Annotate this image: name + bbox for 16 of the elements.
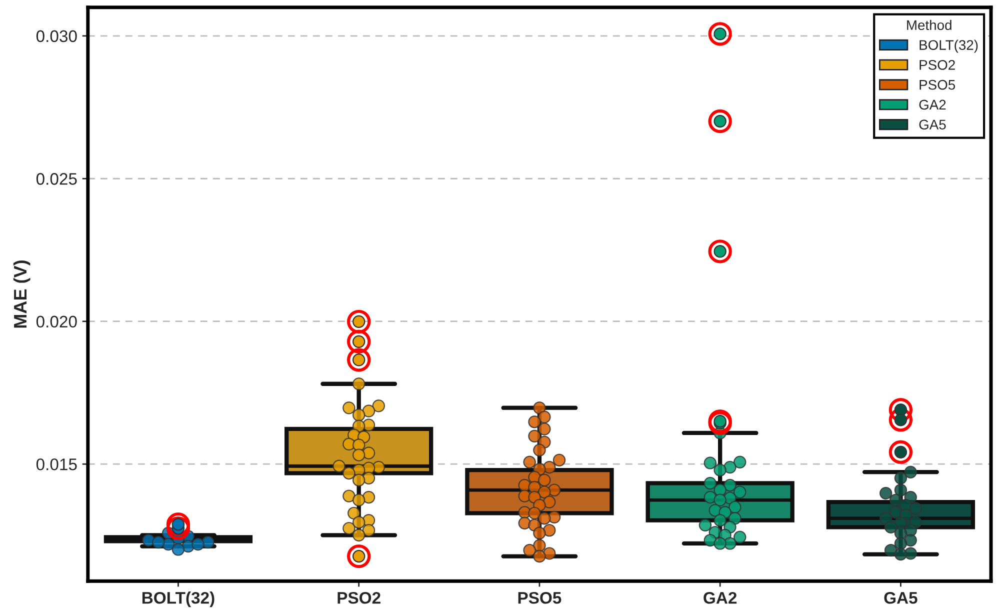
y-axis-title: MAE (V) (13, 260, 30, 328)
x-tick-label: PSO2 (338, 592, 380, 604)
legend-label: PSO2 (920, 60, 955, 70)
y-tick-label: 0.020 (36, 316, 77, 328)
legend-label: GA2 (919, 100, 946, 110)
x-tick-label: PSO5 (518, 592, 562, 604)
legend-label: BOLT(32) (920, 40, 978, 53)
x-tick-label: GA2 (704, 592, 737, 604)
y-tick-label: 0.030 (36, 30, 77, 42)
legend-title: Method (907, 20, 952, 30)
x-tick-label: BOLT(32) (142, 592, 214, 608)
y-tick-label: 0.015 (36, 458, 77, 470)
y-tick-label: 0.025 (36, 173, 77, 185)
legend-label: GA5 (919, 120, 946, 130)
legend-label: PSO5 (920, 80, 956, 90)
x-tick-label: GA5 (884, 592, 918, 604)
